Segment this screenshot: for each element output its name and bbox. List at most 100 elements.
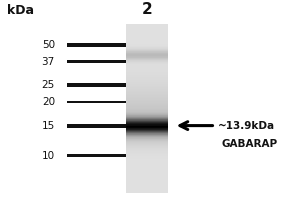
Bar xyxy=(126,134,168,135)
Bar xyxy=(126,179,168,180)
Bar xyxy=(126,48,168,49)
Bar xyxy=(126,162,168,163)
Bar xyxy=(126,174,168,175)
Bar xyxy=(126,175,168,176)
Bar xyxy=(67,83,126,87)
Bar xyxy=(126,66,168,67)
Bar xyxy=(126,76,168,77)
Bar xyxy=(126,87,168,88)
Bar xyxy=(126,131,168,132)
Bar xyxy=(126,49,168,50)
Bar xyxy=(126,140,168,141)
Bar xyxy=(126,91,168,92)
Bar xyxy=(126,56,168,57)
Bar xyxy=(126,50,168,51)
Bar xyxy=(126,100,168,101)
Bar xyxy=(126,123,168,124)
Bar xyxy=(67,60,126,63)
Bar xyxy=(126,187,168,188)
Bar xyxy=(126,182,168,183)
Bar xyxy=(126,67,168,68)
Bar xyxy=(126,176,168,177)
Text: 2: 2 xyxy=(142,2,152,17)
Bar xyxy=(126,178,168,179)
Bar xyxy=(126,59,168,60)
Bar xyxy=(126,105,168,106)
Bar xyxy=(126,37,168,38)
Text: kDa: kDa xyxy=(7,4,34,17)
Bar xyxy=(126,84,168,85)
Bar xyxy=(126,44,168,45)
Bar xyxy=(126,127,168,128)
Bar xyxy=(126,128,168,129)
Bar xyxy=(126,184,168,185)
Bar xyxy=(126,62,168,63)
Bar xyxy=(126,115,168,116)
Text: 25: 25 xyxy=(42,80,55,90)
Bar xyxy=(126,106,168,107)
Bar xyxy=(67,124,126,128)
Bar xyxy=(126,139,168,140)
Bar xyxy=(126,153,168,154)
Bar xyxy=(126,24,168,25)
Bar xyxy=(126,173,168,174)
Bar xyxy=(126,90,168,91)
Bar xyxy=(126,99,168,100)
Bar xyxy=(126,89,168,90)
Bar xyxy=(126,83,168,84)
Bar xyxy=(126,180,168,181)
Bar xyxy=(126,45,168,46)
Bar xyxy=(126,35,168,36)
Text: 37: 37 xyxy=(42,57,55,67)
Bar xyxy=(126,63,168,64)
Bar xyxy=(126,147,168,148)
Bar xyxy=(126,156,168,157)
Bar xyxy=(126,124,168,125)
Bar xyxy=(126,47,168,48)
Bar xyxy=(126,54,168,55)
Bar xyxy=(126,165,168,166)
Bar xyxy=(126,161,168,162)
Bar xyxy=(126,132,168,133)
Bar xyxy=(126,169,168,170)
Text: 10: 10 xyxy=(42,151,55,161)
Bar xyxy=(126,61,168,62)
Bar xyxy=(126,117,168,118)
Bar xyxy=(126,163,168,164)
Bar xyxy=(126,34,168,35)
Bar xyxy=(126,41,168,42)
Bar xyxy=(126,177,168,178)
Bar xyxy=(126,68,168,69)
Bar xyxy=(126,135,168,136)
Bar xyxy=(126,130,168,131)
Bar xyxy=(126,57,168,58)
Bar xyxy=(126,110,168,111)
Bar xyxy=(126,51,168,52)
Bar xyxy=(126,155,168,156)
Bar xyxy=(126,185,168,186)
Bar xyxy=(126,92,168,93)
Bar xyxy=(126,65,168,66)
Bar xyxy=(126,52,168,53)
Bar xyxy=(126,142,168,143)
Bar xyxy=(126,32,168,33)
Bar xyxy=(126,78,168,79)
Bar xyxy=(126,70,168,71)
Bar xyxy=(126,191,168,192)
Bar xyxy=(126,88,168,89)
Bar xyxy=(126,118,168,119)
Text: 15: 15 xyxy=(42,121,55,131)
Bar xyxy=(126,192,168,193)
Bar xyxy=(126,58,168,59)
Bar xyxy=(126,144,168,145)
Bar xyxy=(126,72,168,73)
Bar xyxy=(126,108,168,109)
Bar xyxy=(126,102,168,103)
Bar xyxy=(126,82,168,83)
Bar xyxy=(126,33,168,34)
Bar xyxy=(126,43,168,44)
Bar xyxy=(126,138,168,139)
Bar xyxy=(67,101,126,103)
Bar xyxy=(126,95,168,96)
Bar xyxy=(126,101,168,102)
